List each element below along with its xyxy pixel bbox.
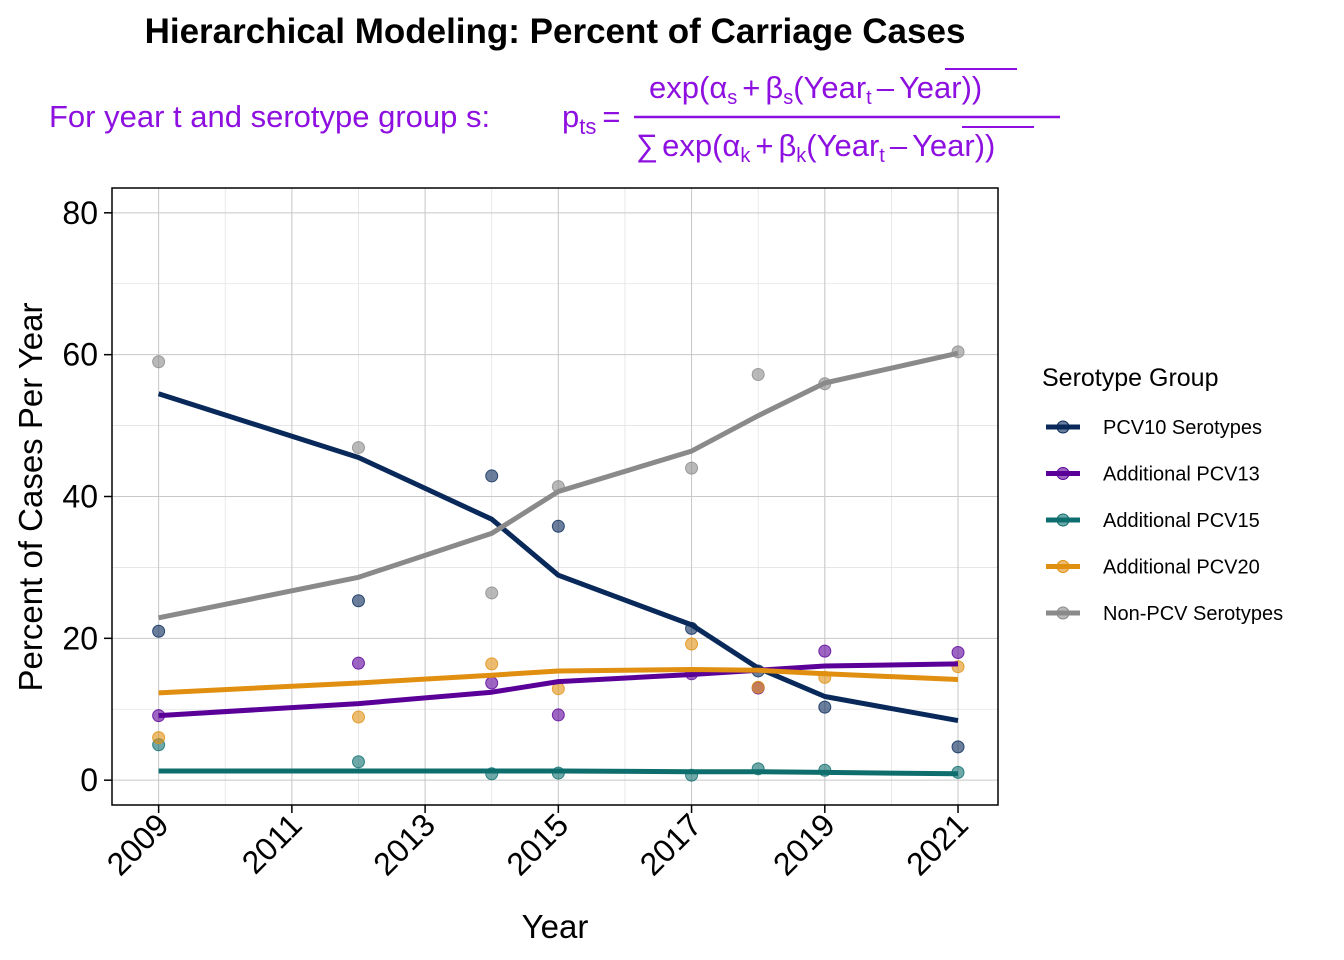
legend-label: Non-PCV Serotypes xyxy=(1103,603,1283,625)
y-axis-title: Percent of Cases Per Year xyxy=(12,303,49,692)
series-line xyxy=(158,768,959,777)
formula-subtitle: For year t and serotype group s: pts = ex… xyxy=(49,68,1060,167)
y-tick-label: 0 xyxy=(80,762,98,798)
legend-item: Non-PCV Serotypes xyxy=(1046,603,1283,625)
data-point xyxy=(152,731,166,745)
x-tick-label: 2013 xyxy=(366,806,442,882)
series-line xyxy=(158,661,959,719)
legend-label: PCV10 Serotypes xyxy=(1103,417,1262,439)
data-point xyxy=(685,637,699,651)
data-point xyxy=(485,586,499,600)
data-point xyxy=(685,461,699,475)
y-tick-label: 80 xyxy=(62,195,98,231)
formula-prefix: For year t and serotype group s: xyxy=(49,99,490,134)
data-point xyxy=(485,469,499,483)
formula-equals: = xyxy=(602,99,620,134)
legend: Serotype Group PCV10 Serotypes Additional… xyxy=(1042,364,1283,625)
legend-label: Additional PCV20 xyxy=(1103,557,1260,579)
legend-item: Additional PCV20 xyxy=(1046,557,1260,579)
legend-title: Serotype Group xyxy=(1042,364,1219,392)
data-point xyxy=(351,656,365,670)
legend-label: Additional PCV13 xyxy=(1103,464,1260,486)
data-point xyxy=(351,594,365,608)
data-point xyxy=(818,700,832,714)
formula-p: p xyxy=(562,99,579,134)
x-tick-label: 2015 xyxy=(499,806,575,882)
data-point xyxy=(751,368,765,382)
data-point xyxy=(152,624,166,638)
formula-denominator: ∑ exp(αk + βk(Yeart – Year)) xyxy=(636,128,995,167)
legend-key-point xyxy=(1056,560,1070,573)
y-tick-label: 20 xyxy=(62,620,98,656)
series-line xyxy=(157,391,959,724)
data-point xyxy=(485,676,499,690)
x-tick-label: 2017 xyxy=(633,806,709,882)
x-tick-label: 2011 xyxy=(235,806,309,880)
data-point xyxy=(951,740,965,754)
plot-area xyxy=(152,345,965,782)
data-point xyxy=(351,755,365,769)
data-point xyxy=(751,680,765,694)
legend-item: PCV10 Serotypes xyxy=(1046,417,1262,439)
legend-label: Additional PCV15 xyxy=(1103,510,1260,532)
data-point xyxy=(818,644,832,658)
legend-key-point xyxy=(1056,513,1070,527)
legend-item: Additional PCV15 xyxy=(1046,510,1260,532)
x-tick-label: 2009 xyxy=(100,806,176,882)
y-tick-label: 60 xyxy=(62,337,98,373)
data-point xyxy=(485,657,499,671)
data-point xyxy=(351,441,365,455)
series-line xyxy=(158,350,959,621)
data-point xyxy=(152,355,166,369)
legend-key-point xyxy=(1056,420,1070,434)
data-point xyxy=(951,646,965,660)
y-tick-label: 40 xyxy=(62,479,98,515)
axes: 2009 2011 2013 2015 2017 2019 2021 0 20 40 60 80 xyxy=(62,195,975,882)
series-line xyxy=(158,667,959,696)
svg-text:pts=: pts = xyxy=(562,99,620,139)
chart-title: Hierarchical Modeling: Percent of Carria… xyxy=(145,12,966,51)
formula-numerator: exp(αs + βs(Yeart – Year)) xyxy=(649,70,982,109)
legend-key-point xyxy=(1056,467,1070,480)
legend-item: Additional PCV13 xyxy=(1046,464,1260,486)
x-tick-label: 2019 xyxy=(766,806,842,882)
x-axis-title: Year xyxy=(522,908,589,945)
data-point xyxy=(351,710,365,724)
x-tick-label: 2021 xyxy=(899,806,975,882)
svg-text:For year t and serotype group: For year t and serotype group s: xyxy=(49,99,490,134)
formula-p-sub: ts xyxy=(579,114,596,139)
legend-key-point xyxy=(1056,606,1070,620)
data-point xyxy=(551,519,565,533)
data-point xyxy=(551,708,565,722)
